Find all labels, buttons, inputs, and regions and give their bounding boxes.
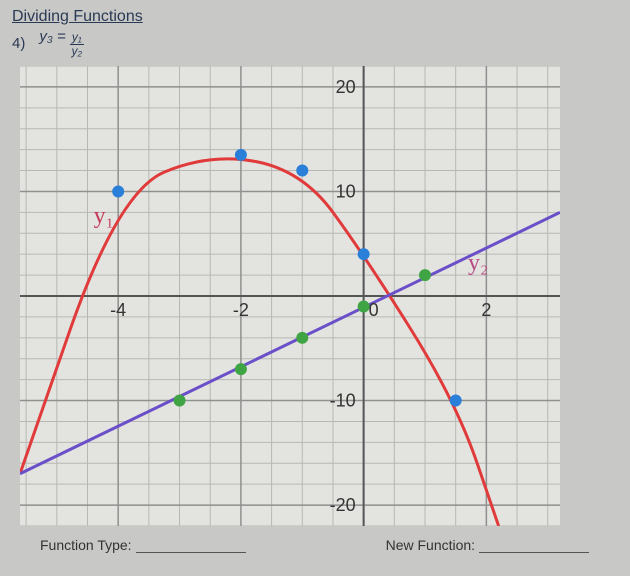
y-tick-label: -10 <box>330 391 356 411</box>
problem-number: 4) <box>12 35 25 52</box>
chart-container: 0 2 -4 -2 10 20 -20 -10 y₁ y₂ <box>20 66 630 531</box>
new-function-field: New Function: <box>386 537 589 553</box>
footer: Function Type: New Function: <box>0 531 630 553</box>
eq-numerator: y₁ <box>70 31 84 45</box>
x-tick-label: -4 <box>110 300 126 320</box>
marker-y1 <box>450 395 462 407</box>
x-tick-label: 0 <box>369 300 379 320</box>
label-y1: y₁ <box>94 203 114 229</box>
function-type-label: Function Type: <box>40 537 132 553</box>
x-tick-label: -2 <box>233 300 249 320</box>
function-type-blank[interactable] <box>136 538 246 553</box>
eq-denominator: y₂ <box>72 45 83 58</box>
y-tick-label: 10 <box>336 182 356 202</box>
marker-y1 <box>112 186 124 198</box>
eq-left: y₃ = <box>39 28 65 45</box>
chart-svg: 0 2 -4 -2 10 20 -20 -10 y₁ y₂ <box>20 66 560 526</box>
marker-y1 <box>235 149 247 161</box>
marker-y2 <box>235 364 247 376</box>
marker-y2 <box>419 269 431 281</box>
y-tick-label: -20 <box>330 495 356 515</box>
x-tick-label: 2 <box>481 300 491 320</box>
marker-y2 <box>174 395 186 407</box>
header: Dividing Functions 4) y₃ = y₁ y₂ <box>0 0 630 62</box>
y-tick-label: 20 <box>336 77 356 97</box>
marker-y1 <box>296 165 308 177</box>
new-function-blank[interactable] <box>479 538 589 553</box>
marker-y1 <box>358 249 370 261</box>
label-y2: y₂ <box>468 250 488 276</box>
new-function-label: New Function: <box>386 537 475 553</box>
equation-line: 4) y₃ = y₁ y₂ <box>12 28 618 58</box>
eq-fraction: y₁ y₂ <box>70 31 84 58</box>
page-title: Dividing Functions <box>12 8 618 26</box>
function-type-field: Function Type: <box>40 537 246 553</box>
marker-y2 <box>296 332 308 344</box>
